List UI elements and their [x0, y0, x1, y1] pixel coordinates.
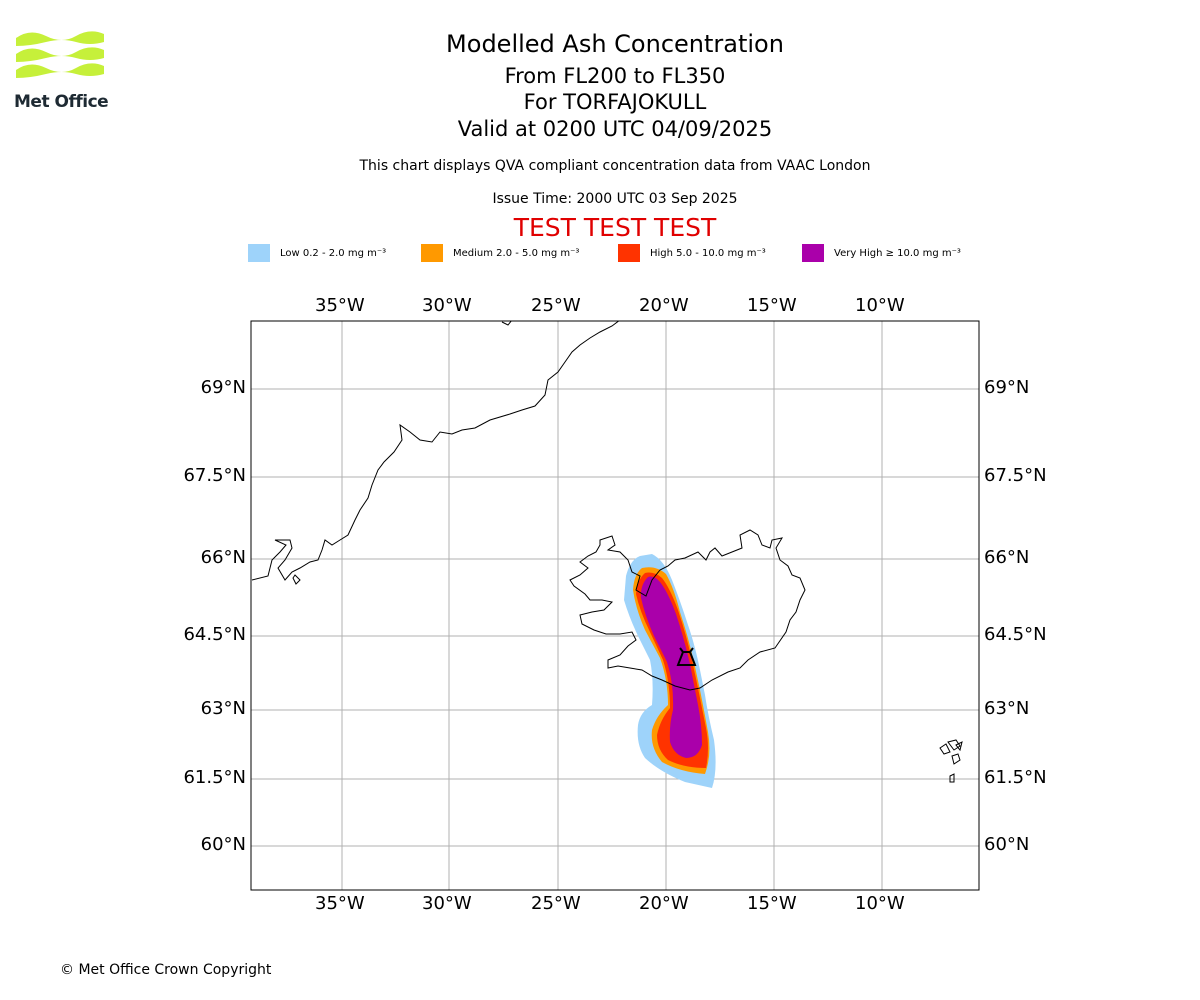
lat-tick-left-66n: 66°N: [200, 547, 246, 568]
lon-tick-top-30w: 30°W: [422, 295, 472, 316]
flight-levels: From FL200 to FL350: [504, 64, 726, 88]
lat-tick-right-61-5n: 61.5°N: [984, 767, 1047, 788]
legend-very-high: Very High ≥ 10.0 mg m⁻³: [802, 244, 961, 262]
lat-tick-left-67-5n: 67.5°N: [183, 465, 246, 486]
coastlines: [251, 321, 963, 783]
logo-wave-2: [16, 47, 104, 62]
lat-tick-right-67-5n: 67.5°N: [984, 465, 1047, 486]
lon-tick-top-25w: 25°W: [531, 295, 581, 316]
legend-label-very-high: Very High ≥ 10.0 mg m⁻³: [834, 247, 961, 259]
lat-tick-right-69n: 69°N: [984, 377, 1030, 398]
chart-description: This chart displays QVA compliant concen…: [359, 158, 871, 174]
legend-label-high: High 5.0 - 10.0 mg m⁻³: [650, 247, 766, 259]
ash-very-high: [640, 576, 702, 758]
lat-tick-left-61-5n: 61.5°N: [183, 767, 246, 788]
legend-label-medium: Medium 2.0 - 5.0 mg m⁻³: [453, 247, 580, 259]
lat-tick-left-69n: 69°N: [200, 377, 246, 398]
logo-wave-1: [16, 31, 104, 46]
chart-title: Modelled Ash Concentration: [446, 30, 784, 58]
volcano-name: For TORFAJOKULL: [523, 90, 707, 114]
lon-tick-top-20w: 20°W: [639, 295, 689, 316]
lon-tick-bottom-20w: 20°W: [639, 893, 689, 914]
lon-tick-bottom-25w: 25°W: [531, 893, 581, 914]
legend-label-low: Low 0.2 - 2.0 mg m⁻³: [280, 247, 387, 259]
volcano-icon: [676, 647, 697, 666]
lon-tick-bottom-15w: 15°W: [747, 893, 797, 914]
lon-tick-top-15w: 15°W: [747, 295, 797, 316]
test-banner: TEST TEST TEST: [513, 213, 717, 242]
lat-tick-left-60n: 60°N: [200, 834, 246, 855]
lat-tick-right-66n: 66°N: [984, 547, 1030, 568]
met-office-logo: [16, 31, 104, 78]
lon-tick-bottom-10w: 10°W: [855, 893, 905, 914]
lat-tick-right-60n: 60°N: [984, 834, 1030, 855]
legend-low: Low 0.2 - 2.0 mg m⁻³: [248, 244, 386, 262]
logo-wave-3: [16, 63, 104, 78]
legend-swatch-high: [618, 244, 640, 262]
map-gridlines: [251, 321, 979, 890]
legend-high: High 5.0 - 10.0 mg m⁻³: [618, 244, 766, 262]
lat-tick-right-64-5n: 64.5°N: [984, 624, 1047, 645]
copyright: © Met Office Crown Copyright: [60, 962, 272, 978]
legend-medium: Medium 2.0 - 5.0 mg m⁻³: [421, 244, 579, 262]
legend-swatch-low: [248, 244, 270, 262]
map-frame: [250, 320, 980, 891]
lat-tick-left-64-5n: 64.5°N: [183, 624, 246, 645]
lon-tick-top-35w: 35°W: [315, 295, 365, 316]
lon-tick-bottom-35w: 35°W: [315, 893, 365, 914]
legend-swatch-medium: [421, 244, 443, 262]
lon-tick-bottom-30w: 30°W: [422, 893, 472, 914]
lon-tick-top-10w: 10°W: [855, 295, 905, 316]
legend-swatch-very-high: [802, 244, 824, 262]
logo-text: Met Office: [14, 92, 109, 112]
lat-tick-left-63n: 63°N: [200, 698, 246, 719]
issue-time: Issue Time: 2000 UTC 03 Sep 2025: [492, 191, 738, 207]
lat-tick-right-63n: 63°N: [984, 698, 1030, 719]
valid-time: Valid at 0200 UTC 04/09/2025: [457, 117, 773, 141]
